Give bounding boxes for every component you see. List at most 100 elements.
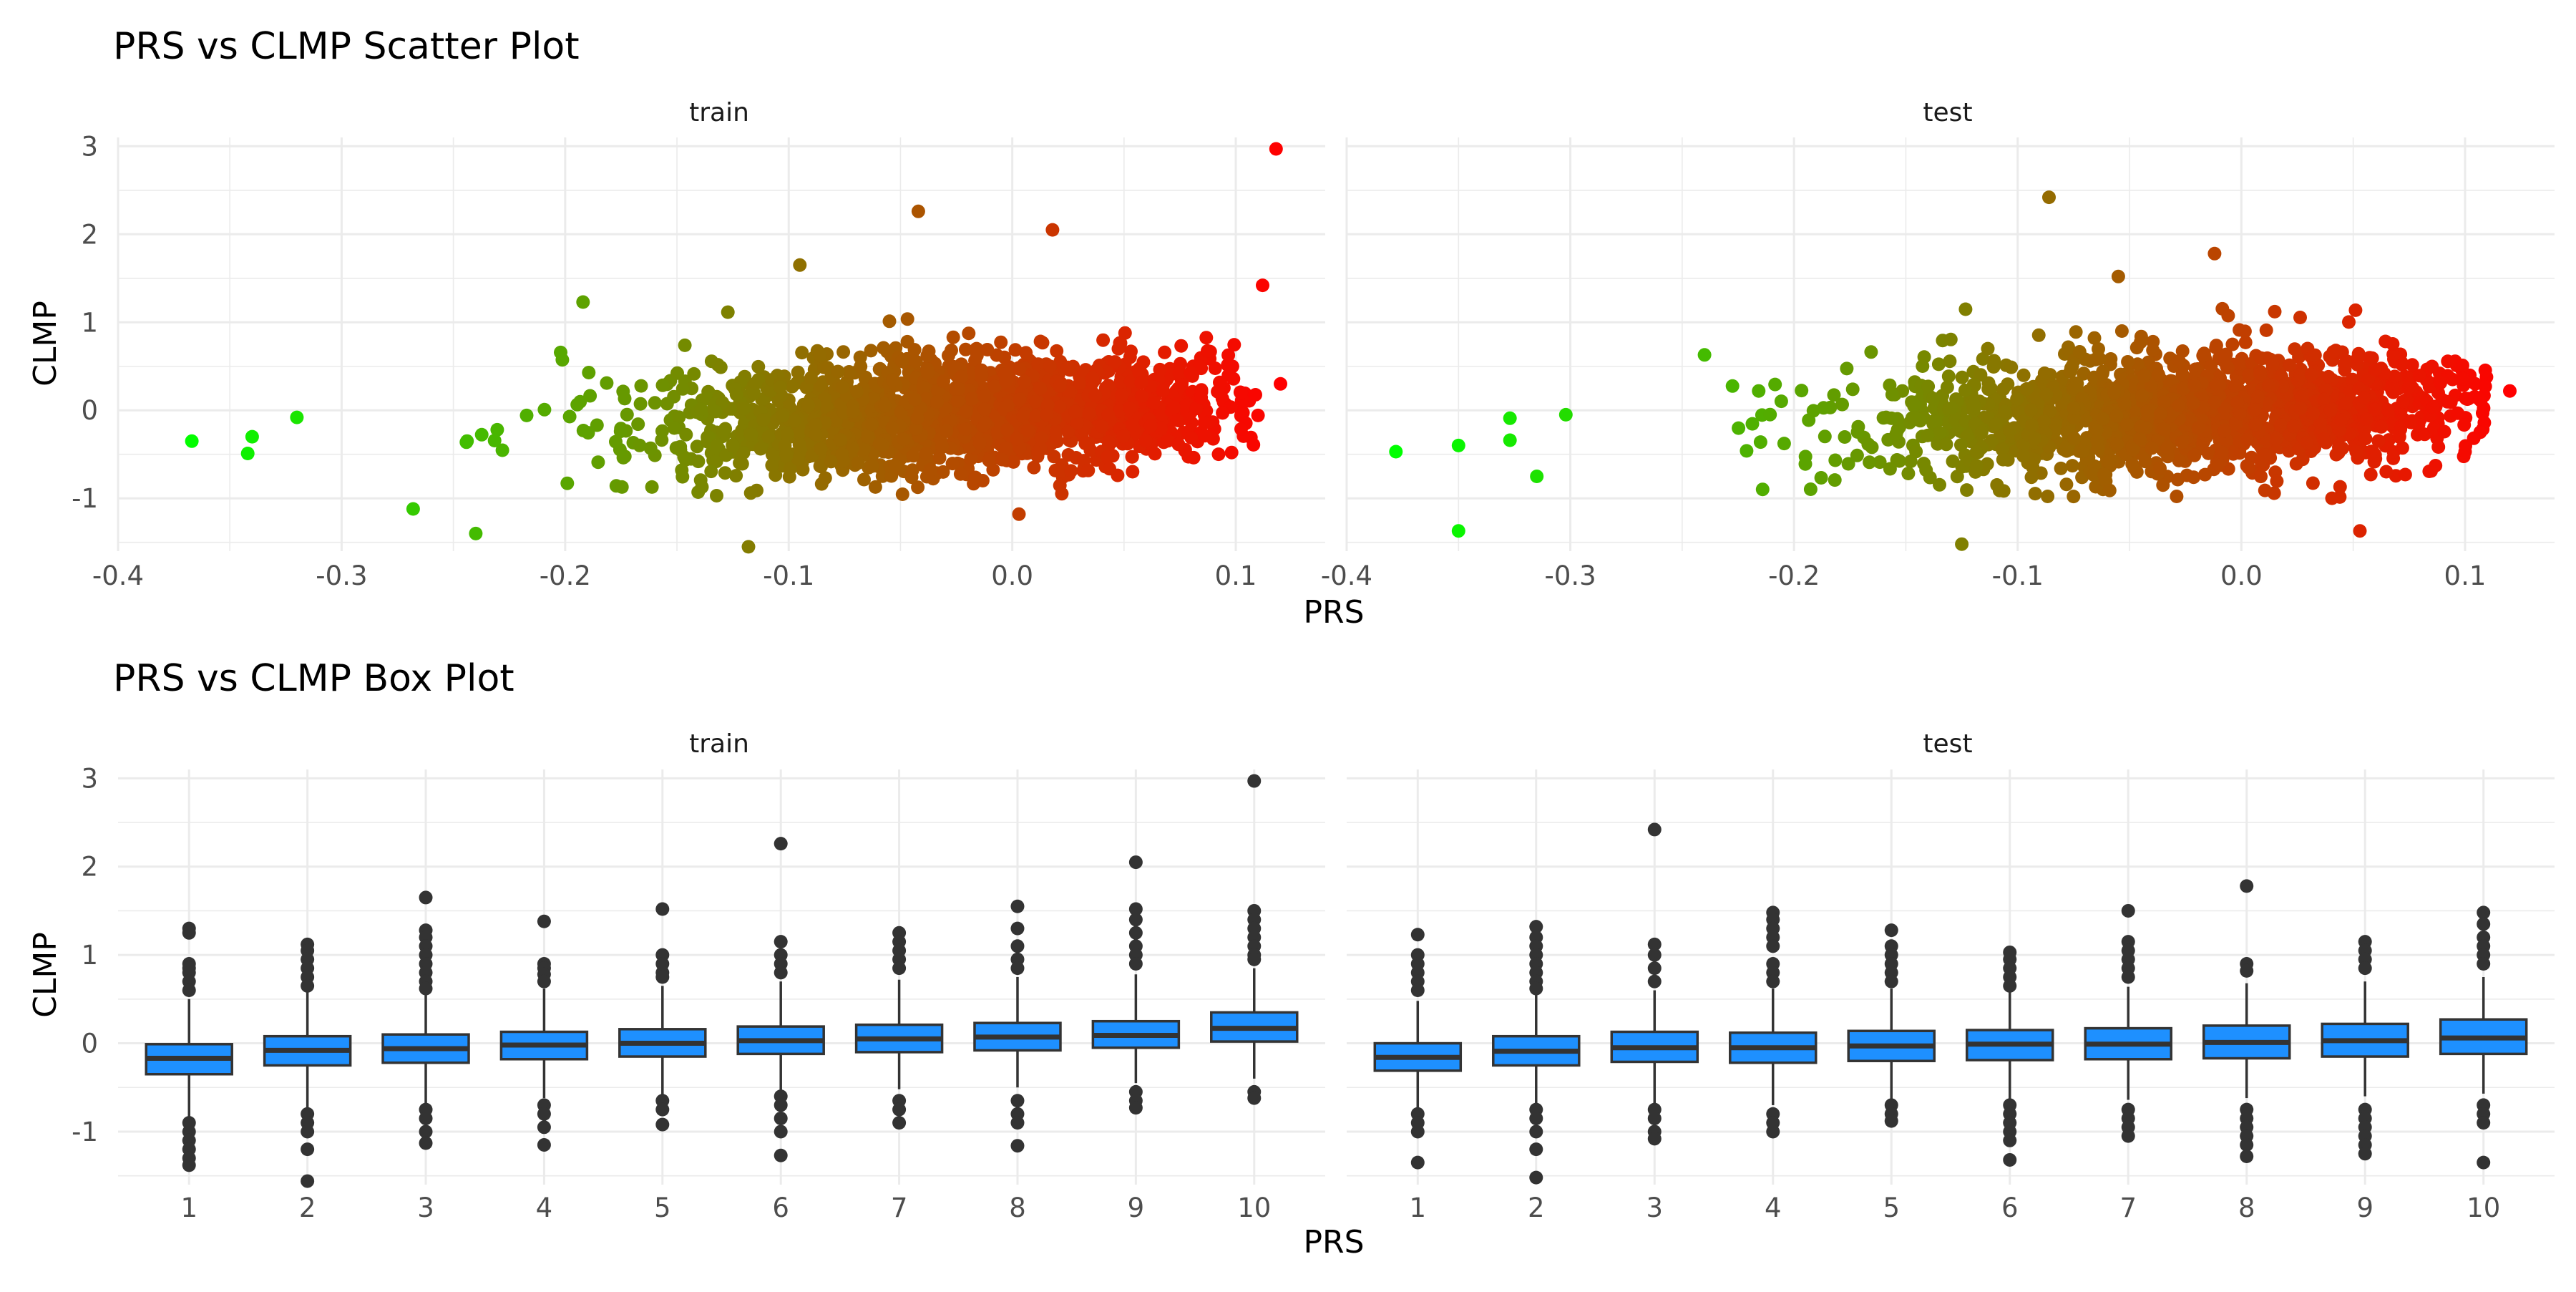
scatter-point: [1012, 507, 1026, 521]
scatter-point: [1172, 365, 1186, 379]
scatter-point: [2283, 358, 2297, 372]
scatter-point: [1108, 355, 1122, 369]
scatter-point: [2248, 417, 2263, 432]
box-x-tick-label: 10: [2467, 1193, 2500, 1223]
scatter-point: [1987, 354, 2001, 368]
scatter-point: [897, 432, 911, 447]
box-strip-test: test: [1923, 729, 1972, 759]
scatter-point: [947, 359, 961, 374]
scatter-point: [1503, 433, 1517, 447]
scatter-point: [2024, 470, 2039, 485]
scatter-point: [1981, 382, 1996, 397]
scatter-point: [2386, 337, 2400, 351]
scatter-point: [977, 402, 992, 417]
scatter-point: [1940, 380, 1954, 394]
scatter-point: [736, 446, 751, 460]
box-outlier: [182, 983, 196, 998]
scatter-point: [2363, 467, 2378, 482]
scatter-point: [1184, 366, 1198, 379]
box-outlier: [537, 914, 551, 928]
scatter-point: [910, 411, 924, 425]
scatter-point: [2451, 406, 2465, 420]
box-x-tick-label: 4: [1765, 1193, 1782, 1223]
scatter-point: [978, 415, 992, 429]
scatter-point: [1008, 343, 1023, 357]
box-y-tick-labels: -1 0 1 2 3: [72, 763, 98, 1147]
scatter-point: [756, 413, 771, 427]
scatter-point: [813, 459, 827, 473]
box-x-tick-label: 9: [2356, 1193, 2373, 1223]
scatter-point: [2478, 363, 2492, 377]
box-outlier: [537, 1120, 551, 1135]
box-outlier: [2121, 1129, 2135, 1143]
scatter-point: [2031, 328, 2046, 342]
box-x-tick-label: 3: [1646, 1193, 1664, 1223]
box-outlier: [2003, 1133, 2017, 1147]
scatter-point: [2063, 364, 2077, 379]
scatter-point: [673, 439, 688, 454]
scatter-point: [1027, 460, 1041, 475]
scatter-point: [726, 439, 740, 453]
scatter-point: [909, 354, 923, 369]
scatter-point: [2069, 325, 2083, 339]
scatter-point: [1740, 444, 1754, 458]
scatter-point: [716, 424, 730, 439]
box-y-tick-label: 0: [81, 1029, 98, 1059]
scatter-point: [1256, 278, 1269, 293]
scatter-point: [911, 204, 925, 218]
scatter-point: [965, 392, 980, 406]
scatter-point: [2434, 376, 2447, 390]
scatter-point: [590, 418, 604, 432]
scatter-point: [678, 338, 692, 352]
scatter-point: [1050, 344, 1064, 358]
box-outlier: [1766, 974, 1780, 989]
scatter-point: [824, 455, 838, 469]
scatter-point: [704, 465, 718, 479]
scatter-point: [946, 330, 960, 344]
scatter-point: [1123, 374, 1138, 389]
scatter-point: [2067, 432, 2082, 445]
scatter-y-tick-labels: -1 0 1 2 3: [72, 131, 98, 514]
scatter-point: [1031, 446, 1045, 460]
box-outlier: [1410, 1155, 1425, 1170]
scatter-y-tick-label: 2: [81, 219, 98, 250]
scatter-point: [631, 417, 645, 432]
scatter-point: [2228, 379, 2242, 393]
scatter-point: [1755, 482, 1770, 497]
scatter-point: [2211, 457, 2225, 471]
scatter-point: [962, 326, 976, 341]
scatter-point: [1996, 452, 2010, 467]
scatter-x-tick-label: -0.2: [1768, 560, 1820, 591]
box-outlier: [655, 970, 670, 984]
scatter-point: [1068, 404, 1083, 419]
scatter-point: [1917, 350, 1931, 364]
scatter-point: [959, 404, 973, 419]
box-x-tick-label: 4: [536, 1193, 553, 1223]
scatter-point: [2374, 419, 2389, 434]
scatter-point: [2458, 445, 2472, 459]
scatter-point: [2225, 337, 2240, 351]
scatter-point: [2016, 368, 2031, 382]
scatter-point: [1103, 462, 1116, 476]
scatter-point: [916, 380, 930, 394]
scatter-point: [877, 341, 891, 355]
scatter-point: [2300, 435, 2314, 450]
scatter-point: [2334, 413, 2348, 427]
scatter-point: [2157, 395, 2171, 409]
scatter-point: [1078, 437, 1093, 451]
box-outlier: [1529, 1111, 1543, 1125]
scatter-point: [2472, 392, 2487, 407]
scatter-point: [2187, 448, 2202, 462]
scatter-point: [2153, 461, 2167, 475]
box-outlier: [2003, 1152, 2017, 1167]
scatter-point: [1969, 445, 1984, 459]
scatter-point: [713, 360, 728, 374]
scatter-point: [576, 295, 590, 309]
scatter-point: [1249, 388, 1262, 402]
box-outlier: [2358, 1147, 2372, 1161]
scatter-point: [1841, 457, 1855, 471]
scatter-point: [1246, 437, 1261, 452]
scatter-point: [537, 402, 552, 417]
scatter-point: [1073, 377, 1087, 390]
